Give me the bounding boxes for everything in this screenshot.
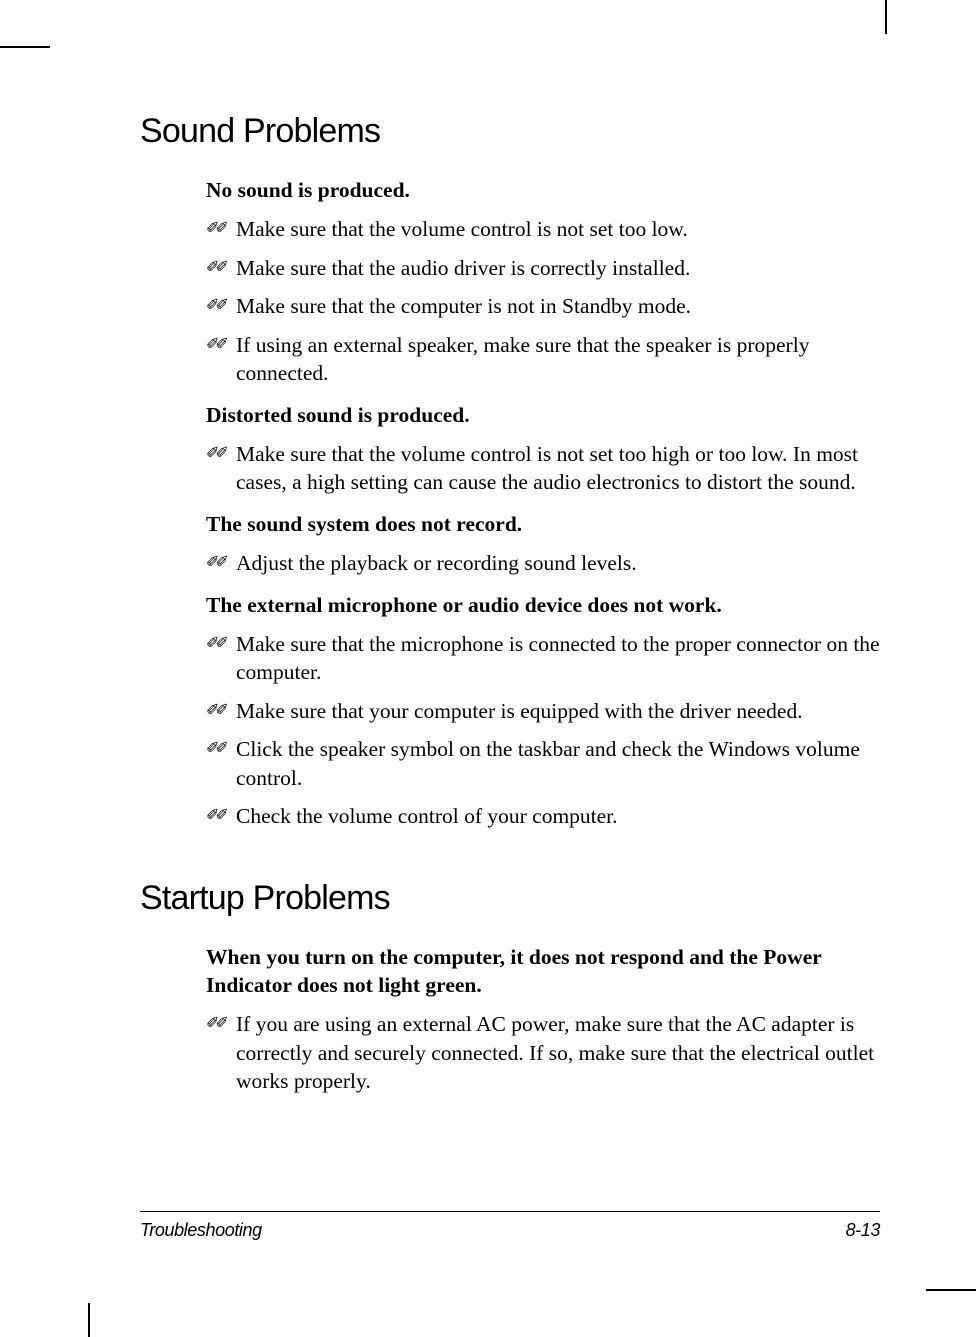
list-item: ✐✐ Make sure that the audio driver is co… xyxy=(206,254,880,283)
crop-mark xyxy=(88,1303,90,1337)
footer-right: 8-13 xyxy=(846,1220,880,1241)
bullet-icon: ✐✐ xyxy=(206,292,236,321)
crop-mark xyxy=(926,1289,976,1291)
item-text: Adjust the playback or recording sound l… xyxy=(236,549,880,578)
list-item: ✐✐ Make sure that your computer is equip… xyxy=(206,697,880,726)
item-text: Make sure that the audio driver is corre… xyxy=(236,254,880,283)
problem-subhead: When you turn on the computer, it does n… xyxy=(206,944,880,1000)
page: Sound Problems No sound is produced. ✐✐ … xyxy=(0,0,976,1337)
problem-subhead: The external microphone or audio device … xyxy=(206,592,880,620)
bullet-icon: ✐✐ xyxy=(206,802,236,831)
item-text: Make sure that the computer is not in St… xyxy=(236,292,880,321)
item-text: Make sure that the microphone is connect… xyxy=(236,630,880,687)
item-text: Click the speaker symbol on the taskbar … xyxy=(236,735,880,792)
bullet-icon: ✐✐ xyxy=(206,254,236,283)
bullet-icon: ✐✐ xyxy=(206,331,236,388)
item-text: If using an external speaker, make sure … xyxy=(236,331,880,388)
section-heading: Startup Problems xyxy=(140,879,880,918)
list-item: ✐✐ If you are using an external AC power… xyxy=(206,1010,880,1096)
item-text: Make sure that the volume control is not… xyxy=(236,440,880,497)
bullet-icon: ✐✐ xyxy=(206,549,236,578)
list-item: ✐✐ Make sure that the computer is not in… xyxy=(206,292,880,321)
list-item: ✐✐ Click the speaker symbol on the taskb… xyxy=(206,735,880,792)
problem-subhead: The sound system does not record. xyxy=(206,511,880,539)
item-text: Check the volume control of your compute… xyxy=(236,802,880,831)
bullet-icon: ✐✐ xyxy=(206,215,236,244)
section-body: When you turn on the computer, it does n… xyxy=(206,944,880,1096)
bullet-icon: ✐✐ xyxy=(206,440,236,497)
list-item: ✐✐ Make sure that the microphone is conn… xyxy=(206,630,880,687)
content-area: Sound Problems No sound is produced. ✐✐ … xyxy=(140,112,880,1106)
bullet-icon: ✐✐ xyxy=(206,630,236,687)
list-item: ✐✐ Check the volume control of your comp… xyxy=(206,802,880,831)
section-heading: Sound Problems xyxy=(140,112,880,151)
item-text: If you are using an external AC power, m… xyxy=(236,1010,880,1096)
crop-mark xyxy=(885,0,887,34)
list-item: ✐✐ Adjust the playback or recording soun… xyxy=(206,549,880,578)
list-item: ✐✐ Make sure that the volume control is … xyxy=(206,440,880,497)
footer-left: Troubleshooting xyxy=(140,1220,262,1241)
problem-subhead: No sound is produced. xyxy=(206,177,880,205)
item-text: Make sure that your computer is equipped… xyxy=(236,697,880,726)
footer-rule xyxy=(140,1211,880,1212)
list-item: ✐✐ If using an external speaker, make su… xyxy=(206,331,880,388)
section-body: No sound is produced. ✐✐ Make sure that … xyxy=(206,177,880,831)
footer: Troubleshooting 8-13 xyxy=(140,1220,880,1241)
problem-subhead: Distorted sound is produced. xyxy=(206,402,880,430)
list-item: ✐✐ Make sure that the volume control is … xyxy=(206,215,880,244)
item-text: Make sure that the volume control is not… xyxy=(236,215,880,244)
crop-mark xyxy=(0,46,50,48)
bullet-icon: ✐✐ xyxy=(206,697,236,726)
bullet-icon: ✐✐ xyxy=(206,735,236,792)
bullet-icon: ✐✐ xyxy=(206,1010,236,1096)
